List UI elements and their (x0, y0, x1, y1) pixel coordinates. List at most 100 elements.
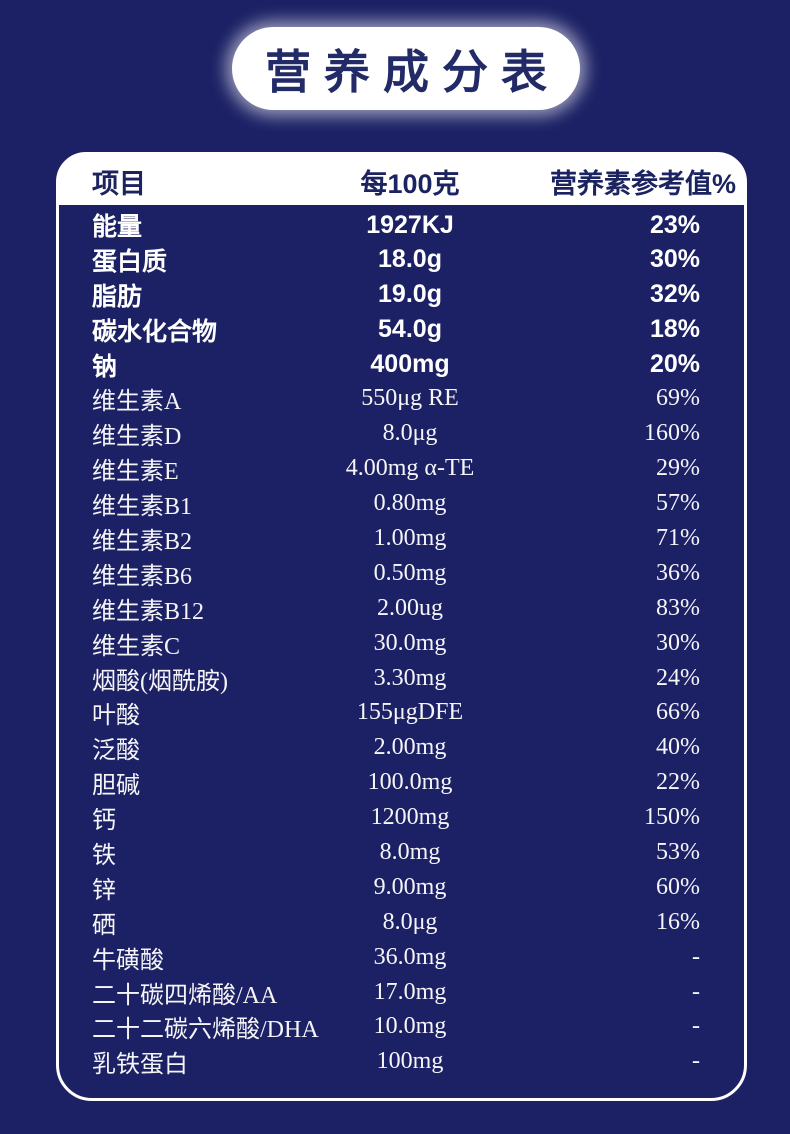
table-row: 维生素B6 0.50mg 36% (92, 556, 705, 591)
table-row: 叶酸 155μgDFE 66% (92, 695, 705, 730)
nutrient-amount: 0.80mg (373, 490, 447, 517)
nutrient-nrv-percent: 18% (649, 315, 700, 344)
nutrient-nrv-percent: 36% (656, 559, 700, 586)
nutrient-name: 钠 (92, 352, 118, 381)
nutrient-nrv-percent: 150% (644, 804, 700, 831)
nutrient-amount: 54.0g (378, 315, 442, 344)
table-body: 能量 1927KJ 23% 蛋白质 18.0g 30% 脂肪 19.0g 32% 碳水化合物 54.… (59, 205, 744, 1079)
table-row: 钠 400mg 20% (92, 347, 705, 382)
table-row: 蛋白质 18.0g 30% (92, 242, 705, 277)
nutrient-nrv-percent: 16% (656, 908, 700, 935)
table-row: 维生素D 8.0μg 160% (92, 416, 705, 451)
nutrient-amount: 36.0mg (373, 943, 447, 970)
nutrient-name: 二十二碳六烯酸/DHA (92, 1017, 319, 1044)
nutrient-nrv-percent: - (692, 978, 700, 1005)
nutrient-amount: 18.0g (378, 245, 442, 274)
nutrient-amount: 3.30mg (373, 664, 447, 691)
nutrient-amount: 100.0mg (367, 769, 453, 796)
nutrient-name: 维生素B12 (92, 598, 205, 625)
table-row: 泛酸 2.00mg 40% (92, 730, 705, 765)
nutrient-amount: 1200mg (370, 804, 450, 831)
nutrient-nrv-percent: - (692, 943, 700, 970)
nutrient-amount: 100mg (376, 1048, 444, 1075)
nutrient-name: 牛磺酸 (92, 947, 164, 974)
nutrient-nrv-percent: 69% (656, 385, 700, 412)
nutrient-name: 烟酸(烟酰胺) (92, 668, 228, 695)
nutrient-amount: 30.0mg (373, 629, 447, 656)
nutrition-title-banner: 营养成分表 (232, 27, 580, 110)
nutrient-nrv-percent: 29% (656, 455, 700, 482)
nutrient-nrv-percent: 24% (656, 664, 700, 691)
nutrient-name: 维生素B6 (92, 563, 193, 590)
nutrient-amount: 155μgDFE (356, 699, 464, 726)
nutrient-amount: 8.0μg (382, 420, 438, 447)
nutrient-amount: 10.0mg (373, 1013, 447, 1040)
nutrient-name: 维生素C (92, 633, 181, 660)
nutrient-name: 维生素A (92, 389, 182, 416)
nutrient-nrv-percent: 160% (644, 420, 700, 447)
page-title: 营养成分表 (265, 45, 560, 98)
nutrient-amount: 19.0g (378, 280, 442, 309)
table-row: 牛磺酸 36.0mg - (92, 940, 705, 975)
nutrient-amount: 8.0mg (379, 839, 441, 866)
table-row: 铁 8.0mg 53% (92, 835, 705, 870)
table-row: 脂肪 19.0g 32% (92, 277, 705, 312)
table-row: 锌 9.00mg 60% (92, 870, 705, 905)
table-row: 维生素B1 0.80mg 57% (92, 486, 705, 521)
nutrient-name: 铁 (92, 843, 116, 870)
nutrient-name: 维生素B2 (92, 529, 193, 556)
nutrient-amount: 1.00mg (373, 525, 447, 552)
table-row: 维生素B12 2.00ug 83% (92, 591, 705, 626)
nutrient-nrv-percent: - (692, 1048, 700, 1075)
nutrient-nrv-percent: 40% (656, 734, 700, 761)
nutrient-name: 锌 (92, 877, 116, 904)
nutrient-name: 维生素D (92, 424, 182, 451)
nutrient-name: 能量 (92, 213, 143, 241)
column-header-nrv: 营养素参考值% (550, 169, 737, 199)
nutrient-amount: 4.00mg α-TE (345, 455, 475, 482)
nutrient-nrv-percent: 22% (656, 769, 700, 796)
nutrient-amount: 1927KJ (366, 210, 454, 239)
nutrient-amount: 0.50mg (373, 559, 447, 586)
nutrient-name: 泛酸 (92, 738, 140, 765)
column-header-per100g: 每100克 (360, 169, 460, 199)
nutrient-name: 叶酸 (92, 703, 140, 730)
nutrient-name: 二十碳四烯酸/AA (92, 982, 278, 1009)
nutrient-amount: 550μg RE (361, 385, 459, 412)
nutrient-nrv-percent: 66% (656, 699, 700, 726)
nutrient-amount: 17.0mg (373, 978, 447, 1005)
nutrient-name: 钙 (92, 808, 116, 835)
table-row: 维生素A 550μg RE 69% (92, 381, 705, 416)
table-row: 二十碳四烯酸/AA 17.0mg - (92, 975, 705, 1010)
nutrient-name: 蛋白质 (92, 247, 168, 276)
table-row: 能量 1927KJ 23% (92, 207, 705, 242)
table-row: 维生素E 4.00mg α-TE 29% (92, 451, 705, 486)
nutrient-nrv-percent: 83% (656, 594, 700, 621)
nutrient-name: 胆碱 (92, 773, 140, 800)
table-row: 维生素C 30.0mg 30% (92, 626, 705, 661)
nutrient-nrv-percent: 60% (656, 873, 700, 900)
nutrient-name: 乳铁蛋白 (92, 1052, 188, 1079)
nutrient-nrv-percent: 23% (649, 210, 700, 239)
table-row: 胆碱 100.0mg 22% (92, 765, 705, 800)
table-row: 维生素B2 1.00mg 71% (92, 521, 705, 556)
table-header-row: 项目 每100克 营养素参考值% (58, 154, 745, 205)
nutrient-nrv-percent: 32% (649, 280, 700, 309)
nutrient-name: 维生素E (92, 459, 179, 486)
nutrient-name: 维生素B1 (92, 494, 193, 521)
nutrient-amount: 2.00mg (373, 734, 447, 761)
table-row: 乳铁蛋白 100mg - (92, 1044, 705, 1079)
table-row: 二十二碳六烯酸/DHA 10.0mg - (92, 1009, 705, 1044)
nutrition-table-card: 项目 每100克 营养素参考值% 能量 1927KJ 23% 蛋白质 18.0g 30% 脂… (56, 152, 747, 1101)
column-header-item: 项目 (92, 169, 146, 199)
nutrient-nrv-percent: 71% (656, 525, 700, 552)
nutrient-nrv-percent: 20% (649, 350, 700, 379)
nutrient-amount: 9.00mg (373, 873, 447, 900)
nutrient-amount: 400mg (370, 350, 450, 379)
table-row: 硒 8.0μg 16% (92, 905, 705, 940)
nutrient-name: 碳水化合物 (92, 317, 218, 346)
nutrient-amount: 2.00ug (377, 594, 443, 621)
nutrient-nrv-percent: 30% (656, 629, 700, 656)
nutrient-nrv-percent: 30% (649, 245, 700, 274)
nutrient-nrv-percent: 53% (656, 839, 700, 866)
